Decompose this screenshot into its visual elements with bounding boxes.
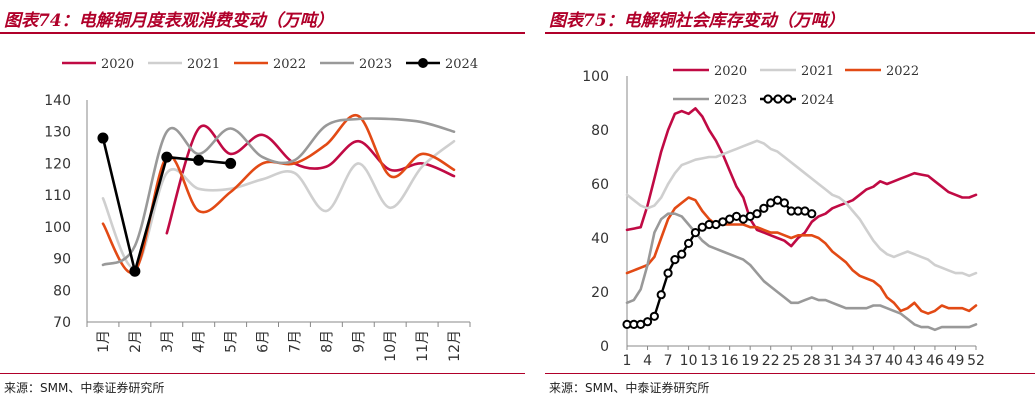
legend-label-2024: 2024 bbox=[801, 93, 834, 108]
title-rule bbox=[0, 32, 525, 34]
data-point-2024 bbox=[656, 290, 666, 300]
legend-label-2021: 2021 bbox=[187, 57, 220, 72]
y-tick-label: 120 bbox=[44, 156, 71, 172]
x-tick-label: 2月 bbox=[128, 330, 144, 353]
legend-label-2024: 2024 bbox=[445, 57, 478, 72]
x-tick-label: 16 bbox=[721, 353, 739, 369]
y-tick-label: 0 bbox=[600, 339, 609, 355]
monthly-consumption-chart: 70 80 90 100 110 120 130 140 1月 2月 3月 4月 5月 6月 7月 8月 9月 1… bbox=[44, 57, 478, 362]
source-note: 来源：SMM、中泰证券研究所 bbox=[549, 381, 710, 395]
y-tick-label: 100 bbox=[44, 220, 71, 236]
data-point-2024 bbox=[690, 228, 701, 238]
x-tick-label: 37 bbox=[864, 353, 882, 369]
data-point-2024 bbox=[225, 157, 237, 169]
source-rule bbox=[0, 373, 525, 374]
chart-title: 图表75：电解铜社会库存变动（万吨） bbox=[549, 11, 845, 31]
data-point-2024 bbox=[193, 154, 205, 166]
data-point-2024 bbox=[779, 198, 789, 208]
data-point-2024 bbox=[97, 132, 109, 144]
data-point-2024 bbox=[683, 238, 694, 248]
legend-marker-2024 bbox=[773, 94, 783, 104]
legend-label-2022: 2022 bbox=[273, 57, 306, 72]
x-tick-label: 28 bbox=[803, 353, 821, 369]
y-tick-label: 60 bbox=[591, 177, 609, 193]
x-tick-label: 49 bbox=[947, 353, 965, 369]
legend-label-2020: 2020 bbox=[101, 57, 134, 72]
x-tick-label: 4 bbox=[643, 353, 652, 369]
series-line-2022 bbox=[625, 196, 978, 315]
y-tick-label: 100 bbox=[582, 69, 609, 85]
x-tick-label: 8月 bbox=[319, 330, 335, 353]
x-tick-label: 34 bbox=[844, 353, 862, 369]
title-rule bbox=[545, 32, 1035, 34]
x-tick-label: 11月 bbox=[415, 330, 431, 362]
chart-panel-74: 图表74：电解铜月度表观消费变动（万吨） 70 80 90 100 110 120 130 1… bbox=[0, 11, 525, 395]
chart-title: 图表74：电解铜月度表观消费变动（万吨） bbox=[4, 11, 334, 31]
x-tick-label: 40 bbox=[885, 353, 903, 369]
data-point-2024 bbox=[649, 311, 659, 321]
x-tick-label: 3月 bbox=[160, 330, 176, 353]
x-tick-label: 52 bbox=[967, 353, 985, 369]
x-tick-label: 46 bbox=[926, 353, 944, 369]
data-point-2024 bbox=[642, 317, 653, 327]
series-line-2023 bbox=[625, 212, 978, 332]
legend-label-2022: 2022 bbox=[886, 64, 919, 79]
source-rule bbox=[545, 373, 1035, 374]
series-line-2021 bbox=[625, 139, 978, 278]
legend-label-2023: 2023 bbox=[714, 93, 747, 108]
y-tick-label: 70 bbox=[53, 315, 71, 331]
x-tick-label: 1月 bbox=[96, 330, 112, 353]
y-tick-label: 90 bbox=[53, 252, 71, 268]
x-tick-label: 19 bbox=[741, 353, 759, 369]
x-tick-label: 1 bbox=[623, 353, 632, 369]
y-tick-label: 110 bbox=[44, 188, 71, 204]
series-line-2020 bbox=[625, 107, 978, 248]
y-tick-label: 40 bbox=[591, 231, 609, 247]
data-point-2024 bbox=[161, 151, 173, 163]
x-tick-label: 10月 bbox=[383, 330, 399, 362]
series-line-2021 bbox=[101, 139, 456, 270]
x-tick-label: 4月 bbox=[192, 330, 208, 353]
data-point-2024 bbox=[759, 203, 769, 213]
x-tick-label: 9月 bbox=[351, 330, 367, 353]
x-tick-label: 7 bbox=[664, 353, 673, 369]
legend-label-2023: 2023 bbox=[359, 57, 392, 72]
series-line-2023 bbox=[101, 117, 456, 267]
x-tick-label: 13 bbox=[700, 353, 718, 369]
y-tick-label: 80 bbox=[591, 123, 609, 139]
y-tick-label: 80 bbox=[53, 283, 71, 299]
x-tick-label: 7月 bbox=[287, 330, 303, 353]
x-tick-label: 43 bbox=[905, 353, 923, 369]
x-tick-label: 12月 bbox=[447, 330, 463, 362]
data-point-2024 bbox=[752, 209, 762, 219]
x-tick-label: 5月 bbox=[224, 330, 240, 353]
legend-marker-2024 bbox=[763, 94, 773, 104]
x-tick-label: 10 bbox=[680, 353, 698, 369]
legend-label-2020: 2020 bbox=[714, 64, 747, 79]
legend-marker-2024 bbox=[418, 58, 428, 68]
y-tick-label: 20 bbox=[591, 285, 609, 301]
data-point-2024 bbox=[807, 209, 817, 219]
data-point-2024 bbox=[677, 249, 687, 259]
legend-label-2021: 2021 bbox=[801, 64, 834, 79]
series-line-2022 bbox=[101, 113, 456, 275]
x-tick-label: 25 bbox=[782, 353, 800, 369]
data-point-2024 bbox=[129, 265, 141, 277]
x-tick-label: 31 bbox=[823, 353, 841, 369]
series-line-2020 bbox=[165, 124, 456, 235]
x-tick-label: 6月 bbox=[256, 330, 272, 353]
data-point-2024 bbox=[663, 268, 673, 278]
x-tick-label: 22 bbox=[762, 353, 780, 369]
y-tick-label: 140 bbox=[44, 93, 71, 109]
data-point-2024 bbox=[670, 255, 680, 265]
chart-panel-75: 图表75：电解铜社会库存变动（万吨） 0 20 40 60 80 100 1 4 7 10 13 16… bbox=[545, 0, 1035, 402]
y-tick-label: 130 bbox=[44, 125, 71, 141]
source-note: 来源：SMM、中泰证券研究所 bbox=[4, 381, 165, 395]
legend-marker-2024 bbox=[783, 94, 793, 104]
